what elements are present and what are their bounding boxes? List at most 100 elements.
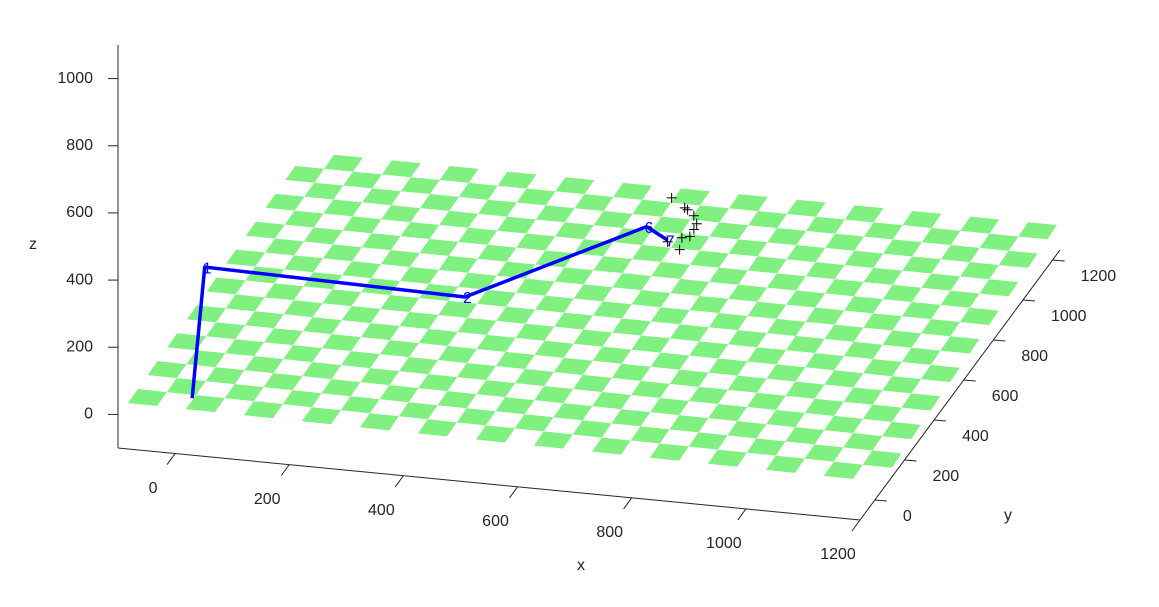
board-square	[535, 250, 575, 268]
board-square	[244, 356, 284, 374]
board-square	[419, 238, 459, 256]
marker	[662, 236, 673, 247]
board-square	[438, 300, 478, 318]
board-square	[458, 227, 498, 245]
board-square	[244, 311, 284, 329]
z-tick-label: 0	[84, 406, 93, 423]
board-square	[458, 182, 498, 200]
board-square	[497, 171, 537, 189]
board-square	[824, 370, 864, 388]
board-square	[805, 262, 845, 280]
board-square	[303, 227, 343, 245]
board-square	[439, 210, 479, 228]
board-square	[747, 301, 787, 319]
board-square	[400, 266, 439, 284]
board-square	[323, 244, 362, 262]
board-square	[380, 340, 419, 358]
board-square	[302, 407, 341, 425]
marker	[688, 210, 699, 221]
board-square	[824, 461, 863, 479]
board-square	[284, 210, 324, 228]
x-axis-label: x	[577, 557, 585, 574]
board-square	[342, 261, 381, 279]
board-square	[187, 305, 226, 323]
y-tick-label: 0	[903, 508, 912, 525]
board-square	[785, 381, 825, 399]
x-tick	[394, 475, 404, 487]
x-tick-label: 0	[149, 480, 158, 497]
board-square	[786, 290, 825, 308]
board-square	[381, 160, 421, 178]
trajectory-line	[190, 224, 669, 399]
board-square	[689, 295, 729, 314]
x-tick-label: 1000	[706, 535, 742, 552]
board-square	[612, 227, 652, 245]
board-square	[283, 345, 323, 363]
board-square	[361, 233, 401, 251]
board-square	[379, 385, 419, 403]
point-label: 6	[645, 220, 654, 237]
board-square	[457, 272, 497, 290]
board-square	[862, 450, 902, 468]
board-square	[399, 357, 438, 375]
board-square	[727, 375, 767, 393]
board-square	[671, 188, 710, 206]
board-square	[613, 182, 653, 200]
board-square	[921, 319, 960, 337]
board-square	[516, 188, 556, 206]
board-square	[979, 233, 1019, 251]
board-square	[767, 273, 806, 291]
board-square	[785, 427, 825, 445]
x-tick-label: 400	[368, 502, 395, 519]
board-square	[902, 256, 942, 274]
x-tick	[509, 486, 518, 499]
board-square	[514, 414, 554, 432]
x-tick-label: 200	[254, 491, 281, 508]
board-square	[805, 353, 844, 371]
board-square	[457, 363, 496, 381]
board-square	[824, 279, 864, 297]
board-square	[555, 222, 594, 240]
board-square	[805, 307, 845, 325]
board-square	[400, 222, 440, 239]
board-square	[302, 362, 342, 380]
board-square	[553, 403, 593, 421]
board-square	[844, 205, 884, 223]
board-square	[612, 273, 652, 291]
board-square	[224, 384, 264, 402]
board-square	[516, 233, 556, 251]
z-tick-label: 400	[66, 271, 93, 288]
board-square	[650, 307, 690, 325]
marker	[674, 244, 685, 255]
board-square	[535, 295, 574, 313]
marker	[691, 218, 702, 229]
board-square	[689, 386, 728, 404]
board-square	[863, 222, 903, 240]
x-axis	[117, 447, 861, 521]
board-square	[496, 306, 536, 324]
board-square	[882, 284, 922, 303]
board-square	[863, 267, 903, 285]
board-square	[690, 205, 730, 223]
board-square	[690, 250, 729, 268]
board-square	[901, 347, 941, 365]
board-square	[688, 432, 728, 450]
point-label: 1	[203, 260, 212, 277]
board-square	[669, 369, 709, 387]
board-square	[264, 328, 303, 346]
y-tick	[934, 419, 947, 422]
board-square	[456, 408, 496, 426]
board-square	[611, 409, 651, 427]
board-square	[921, 364, 960, 383]
board-square	[167, 333, 207, 351]
board-square	[862, 404, 902, 422]
board-square	[959, 307, 999, 325]
board-square	[246, 221, 285, 239]
y-tick	[993, 339, 1006, 342]
board-square	[166, 378, 206, 396]
board-square	[401, 177, 440, 195]
y-tick-label: 400	[962, 428, 989, 445]
z-tick-label: 600	[66, 204, 93, 221]
board-square	[651, 261, 690, 279]
board-square	[515, 368, 554, 387]
